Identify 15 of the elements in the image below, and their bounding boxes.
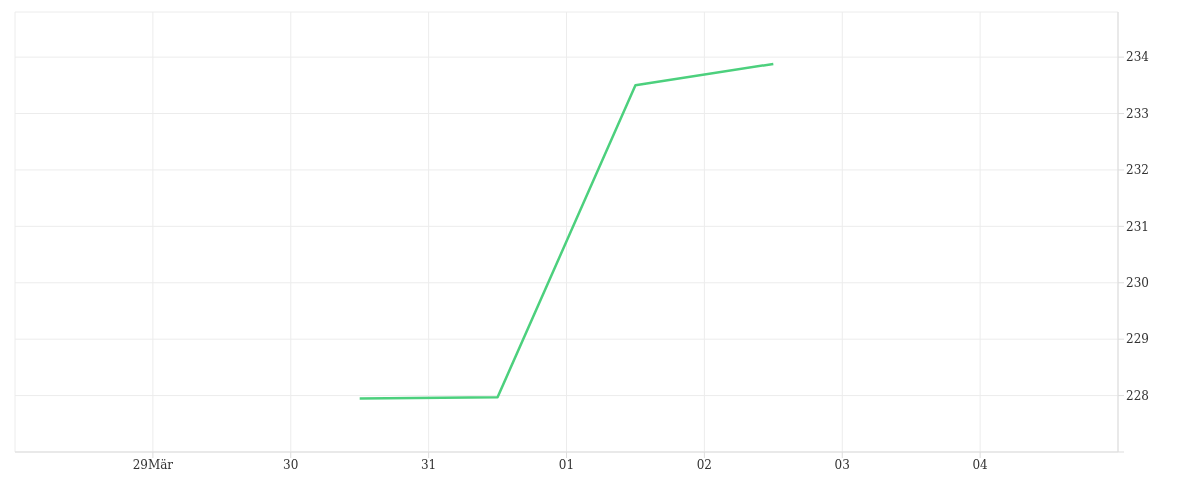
y-tick-label: 232: [1126, 163, 1149, 178]
x-tick-label: 03: [834, 457, 850, 472]
y-tick-label: 231: [1126, 219, 1149, 234]
x-tick-label: 29Mär: [132, 457, 174, 472]
y-tick-label: 233: [1126, 106, 1149, 121]
x-tick-label: 04: [972, 457, 989, 472]
y-tick-label: 230: [1126, 276, 1149, 291]
y-tick-label: 229: [1126, 332, 1149, 347]
line-series: [358, 62, 775, 400]
y-tick-label: 234: [1126, 50, 1150, 65]
y-tick-label: 228: [1126, 388, 1149, 403]
x-tick-label: 02: [696, 457, 713, 472]
x-tick-label: 30: [283, 457, 299, 472]
x-tick-label: 01: [558, 457, 575, 472]
x-tick-label: 31: [420, 457, 437, 472]
